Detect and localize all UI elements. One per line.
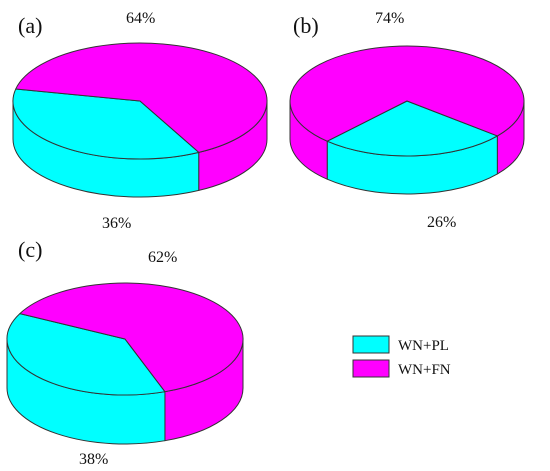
legend: WN+PL WN+FN [352, 335, 451, 378]
pie-slice-wn-pl-a [12, 88, 200, 160]
percent-label-wn-fn-b: 74% [375, 10, 404, 27]
legend-swatch-wn-fn [352, 359, 390, 378]
pie-chart-a: (a) 64% 36% [12, 10, 268, 232]
percent-label-wn-pl-b: 26% [427, 214, 456, 231]
pie-slice-wn-pl-c [6, 313, 166, 396]
pie-slice-wn-fn-b [289, 45, 525, 142]
legend-swatch-wn-pl [352, 335, 390, 354]
percent-label-wn-pl-c: 38% [79, 451, 108, 468]
pie-chart-b: (b) 74% 26% [289, 10, 525, 231]
pie-chart-c: (c) 62% 38% [6, 237, 244, 468]
pie-slice-wn-fn-a [15, 42, 268, 153]
pie-slice-wn-fn-c [19, 282, 244, 393]
percent-label-wn-fn-a: 64% [126, 10, 155, 27]
legend-label-wn-fn: WN+FN [398, 362, 451, 378]
percent-label-wn-fn-c: 62% [148, 249, 177, 266]
percent-label-wn-pl-a: 36% [102, 215, 131, 232]
pie-slice-wn-pl-b [326, 100, 498, 157]
panel-label-c: (c) [18, 237, 42, 262]
legend-label-wn-pl: WN+PL [398, 338, 449, 354]
panel-label-b: (b) [293, 13, 319, 38]
panel-label-a: (a) [18, 13, 42, 38]
